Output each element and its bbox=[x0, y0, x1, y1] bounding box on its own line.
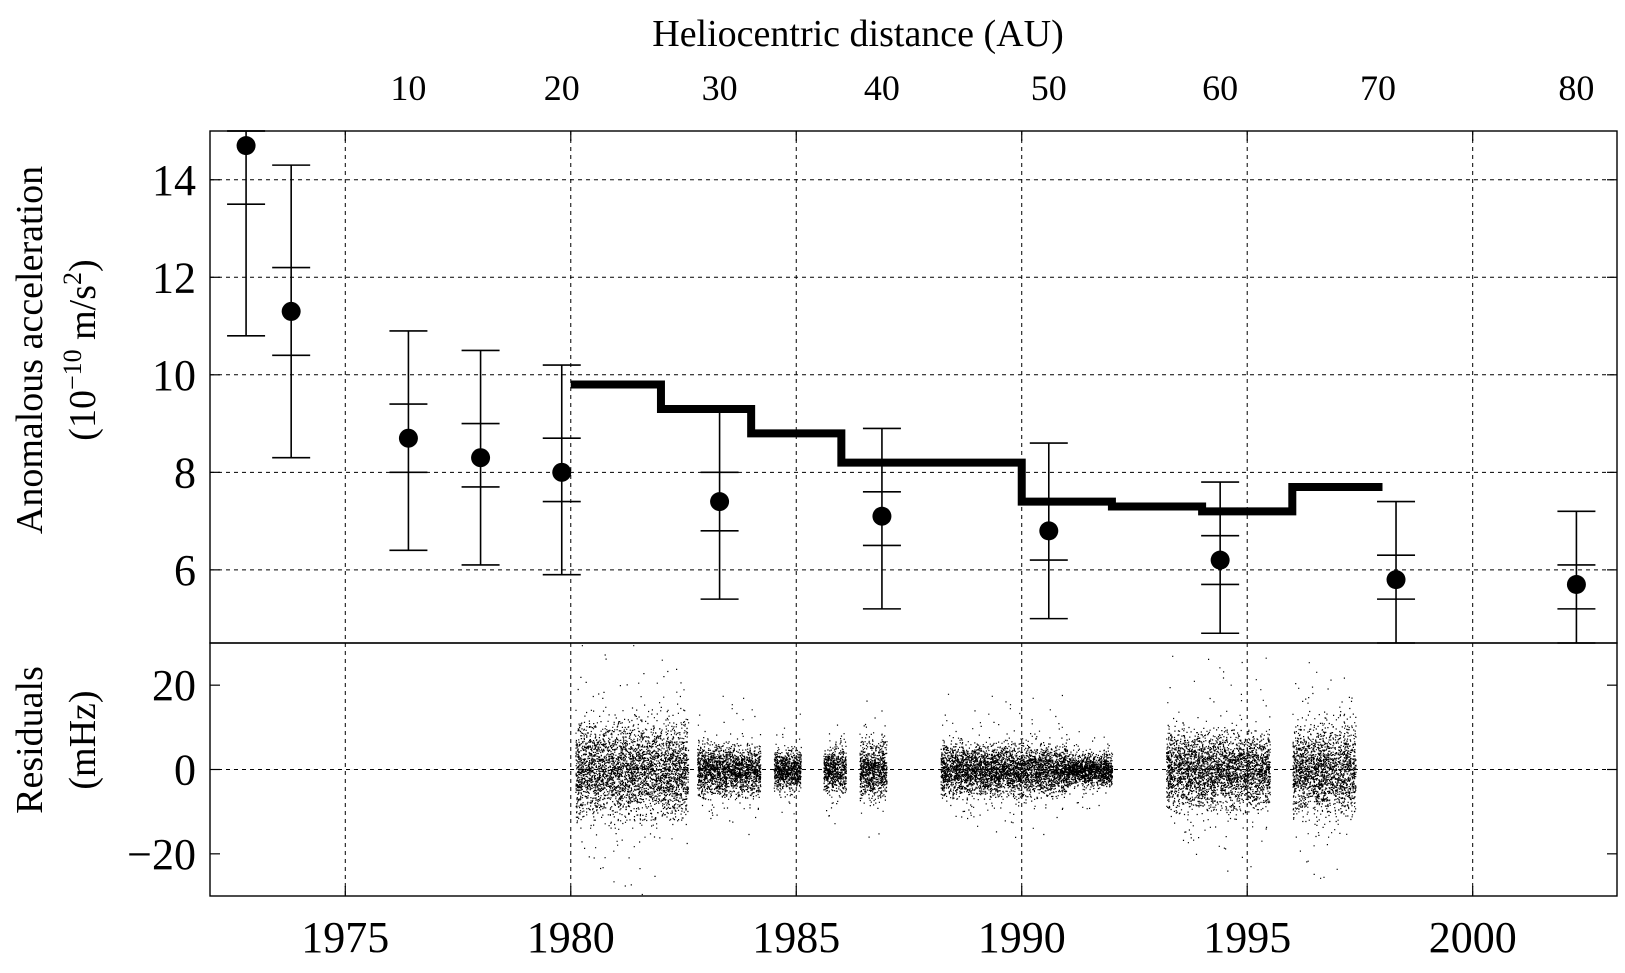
residual-scatter bbox=[575, 645, 1357, 896]
point-marker bbox=[872, 506, 892, 526]
bottom-y-tick-label: −20 bbox=[127, 830, 196, 879]
data-point bbox=[1377, 500, 1416, 644]
point-marker bbox=[710, 492, 730, 512]
top-tick-label: 40 bbox=[864, 68, 900, 108]
top-tick-label: 50 bbox=[1031, 68, 1067, 108]
bottom-y-tick-label: 20 bbox=[152, 661, 196, 710]
point-marker bbox=[398, 428, 418, 448]
top-y-tick-label: 10 bbox=[152, 351, 196, 400]
top-y-tick-label: 14 bbox=[152, 156, 196, 205]
top-tick-label: 80 bbox=[1558, 68, 1594, 108]
units-base: (10 bbox=[62, 390, 104, 441]
point-marker bbox=[281, 301, 301, 321]
data-point bbox=[542, 364, 581, 576]
top-tick-label: 30 bbox=[702, 68, 738, 108]
data-point bbox=[461, 349, 500, 566]
units-end: ) bbox=[62, 259, 104, 272]
bottom-panel-grid bbox=[210, 643, 1617, 896]
top-tick-label: 60 bbox=[1202, 68, 1238, 108]
data-point bbox=[272, 164, 311, 459]
point-marker bbox=[1566, 574, 1586, 594]
data-point bbox=[1029, 442, 1068, 620]
point-marker bbox=[1210, 550, 1230, 570]
point-marker bbox=[1039, 521, 1059, 541]
top-y-tick-label: 8 bbox=[174, 448, 196, 497]
top-y-axis-title: Anomalous acceleration bbox=[9, 166, 51, 534]
units-exponent-2: 2 bbox=[58, 272, 87, 285]
x-tick-label: 1975 bbox=[301, 913, 389, 962]
top-axis-title: Heliocentric distance (AU) bbox=[652, 13, 1064, 55]
x-tick-label: 1995 bbox=[1203, 913, 1291, 962]
step-series bbox=[570, 380, 1383, 516]
data-point bbox=[1557, 510, 1596, 644]
top-panel-grid bbox=[210, 131, 1617, 643]
bottom-y-tick-label: 0 bbox=[174, 746, 196, 795]
x-tick-label: 1980 bbox=[527, 913, 615, 962]
data-point bbox=[1201, 481, 1240, 635]
data-point bbox=[389, 330, 428, 552]
top-y-tick-label: 6 bbox=[174, 546, 196, 595]
top-y-tick-label: 12 bbox=[152, 253, 196, 302]
top-tick-label: 10 bbox=[390, 68, 426, 108]
units-mid: m/s bbox=[62, 285, 104, 349]
x-tick-label: 2000 bbox=[1429, 913, 1517, 962]
bottom-y-axis-units: (mHz) bbox=[62, 690, 104, 789]
top-tick-label: 70 bbox=[1360, 68, 1396, 108]
top-y-axis-units: (10−10 m/s2) bbox=[58, 259, 104, 440]
data-point bbox=[227, 130, 266, 337]
bottom-y-axis-title: Residuals bbox=[9, 666, 51, 814]
model-step-line bbox=[570, 380, 1383, 516]
x-tick-label: 1990 bbox=[978, 913, 1066, 962]
residual-points bbox=[575, 645, 1357, 896]
point-marker bbox=[1386, 570, 1406, 590]
x-tick-label: 1985 bbox=[752, 913, 840, 962]
point-marker bbox=[471, 448, 491, 468]
point-marker bbox=[236, 136, 256, 156]
top-tick-label: 20 bbox=[544, 68, 580, 108]
data-point bbox=[862, 427, 901, 610]
data-point bbox=[700, 408, 739, 600]
units-exponent: −10 bbox=[58, 349, 87, 390]
panel-frames bbox=[209, 130, 1618, 897]
acceleration-points bbox=[227, 130, 1596, 644]
point-marker bbox=[552, 462, 572, 482]
top-panel-frame bbox=[209, 130, 1618, 644]
